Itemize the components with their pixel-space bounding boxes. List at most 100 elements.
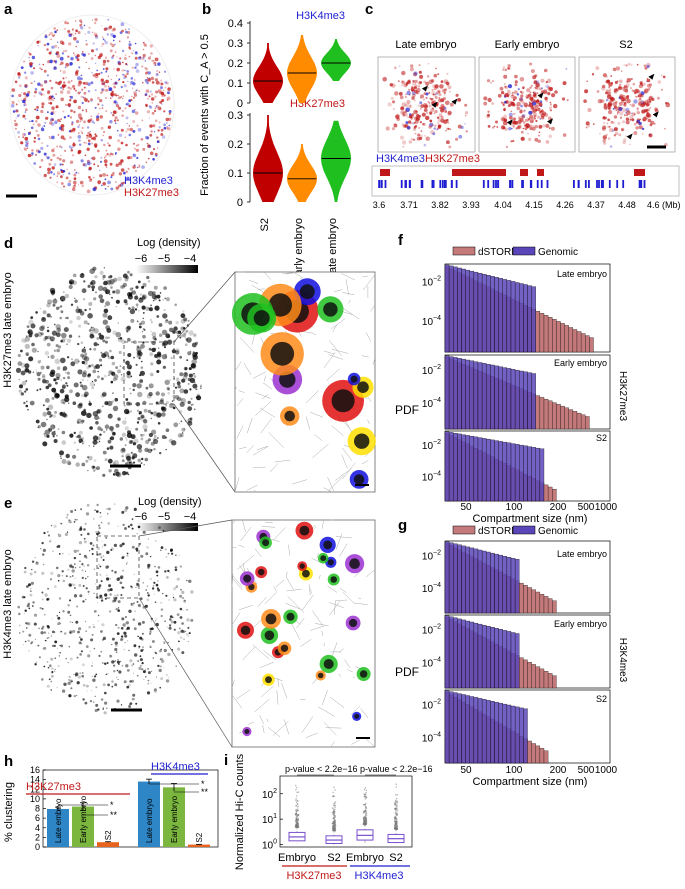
c-localization-dot: [435, 96, 438, 99]
genomic-bar: [466, 360, 470, 429]
localization-dot: [55, 94, 56, 95]
density-blob: [32, 605, 34, 607]
cluster-core: [349, 619, 357, 627]
localization-dot: [46, 156, 47, 157]
density-blob: [169, 379, 170, 380]
density-blob: [88, 373, 91, 376]
h-group-h3k27me3: H3K27me3: [26, 781, 81, 793]
density-blob: [73, 274, 77, 278]
cluster-core: [287, 613, 295, 621]
density-blob: [92, 634, 94, 636]
localization-dot: [167, 91, 170, 94]
density-blob: [105, 566, 108, 569]
density-blob: [47, 330, 50, 333]
localization-dot: [132, 67, 134, 69]
localization-dot: [125, 137, 126, 138]
density-blob: [78, 529, 81, 532]
density-blob: [95, 704, 98, 707]
density-blob: [62, 431, 66, 435]
localization-dot: [91, 163, 92, 164]
c-localization-dot: [635, 96, 637, 98]
i-outlier: [365, 813, 367, 815]
svg-text:3.93: 3.93: [462, 200, 480, 210]
density-blob: [127, 459, 131, 463]
genomic-bar: [523, 372, 527, 429]
density-blob: [89, 308, 91, 310]
density-blob: [91, 548, 93, 550]
localization-dot: [152, 112, 155, 115]
localization-dot: [81, 185, 84, 188]
density-blob: [45, 351, 50, 356]
density-blob: [100, 299, 105, 304]
density-blob: [27, 622, 30, 625]
density-blob: [59, 450, 64, 455]
c-localization-dot: [524, 103, 528, 107]
localization-dot: [122, 50, 124, 52]
localization-dot: [23, 92, 26, 95]
density-blob: [166, 297, 170, 301]
f-histograms: 10−210−410−210−410−210−4: [422, 264, 610, 501]
c-localization-dot: [503, 108, 505, 110]
density-blob: [101, 353, 106, 358]
c-localization-dot: [650, 121, 654, 125]
localization-dot: [78, 31, 81, 34]
i-outlier: [397, 802, 399, 804]
c-localization-dot: [505, 69, 508, 72]
density-blob: [83, 280, 85, 282]
c-localization-dot: [528, 111, 532, 115]
density-blob: [122, 420, 127, 425]
density-blob: [132, 698, 135, 701]
genomic-bar: [453, 357, 457, 429]
density-blob: [176, 378, 180, 382]
density-blob: [72, 569, 75, 572]
i-outlier: [297, 821, 299, 823]
density-blob: [102, 541, 103, 542]
density-blob: [77, 550, 79, 552]
density-blob: [180, 636, 183, 639]
c-localization-dot: [501, 91, 504, 94]
localization-dot: [117, 119, 119, 121]
density-blob: [105, 341, 108, 344]
density-blob: [63, 412, 64, 413]
density-blob: [37, 645, 39, 647]
c-localization-dot: [563, 133, 567, 137]
c-localization-dot: [487, 111, 489, 113]
density-blob: [111, 570, 113, 572]
density-blob: [74, 578, 75, 579]
density-blob: [186, 633, 189, 636]
genomic-bar: [466, 547, 470, 613]
c-localization-dot: [424, 105, 428, 109]
c-localization-dot: [513, 99, 515, 101]
localization-dot: [155, 91, 158, 94]
c-legend-h3k4me3: H3K4me3: [376, 153, 425, 165]
c-localization-dot: [401, 71, 405, 75]
svg-text:4.04: 4.04: [494, 200, 512, 210]
localization-dot: [71, 149, 74, 152]
localization-dot: [28, 57, 30, 59]
density-blob: [159, 323, 163, 327]
density-blob: [173, 597, 174, 598]
localization-dot: [88, 101, 90, 103]
density-blob: [181, 379, 185, 383]
density-blob: [111, 686, 113, 688]
density-blob: [94, 342, 98, 346]
density-blob: [72, 575, 73, 576]
density-blob: [130, 273, 133, 276]
i-outlier: [298, 791, 300, 793]
c-localization-dot: [529, 63, 532, 66]
density-blob: [113, 665, 115, 667]
density-blob: [119, 351, 122, 354]
c-localization-dot: [595, 66, 599, 70]
density-blob: [125, 616, 127, 618]
c-localization-dot: [635, 126, 638, 129]
c-localization-dot: [411, 123, 412, 124]
density-blob: [76, 695, 77, 696]
density-blob: [59, 652, 61, 654]
dstorm-bar: [556, 404, 560, 429]
localization-dot: [141, 65, 143, 67]
density-blob: [173, 598, 176, 601]
localization-dot: [104, 85, 107, 88]
c-localization-dot: [625, 112, 626, 113]
localization-dot: [85, 155, 87, 157]
